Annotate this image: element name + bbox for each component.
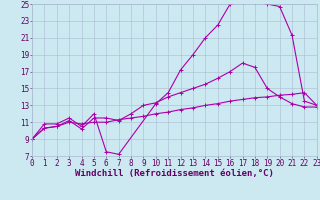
X-axis label: Windchill (Refroidissement éolien,°C): Windchill (Refroidissement éolien,°C)	[75, 169, 274, 178]
